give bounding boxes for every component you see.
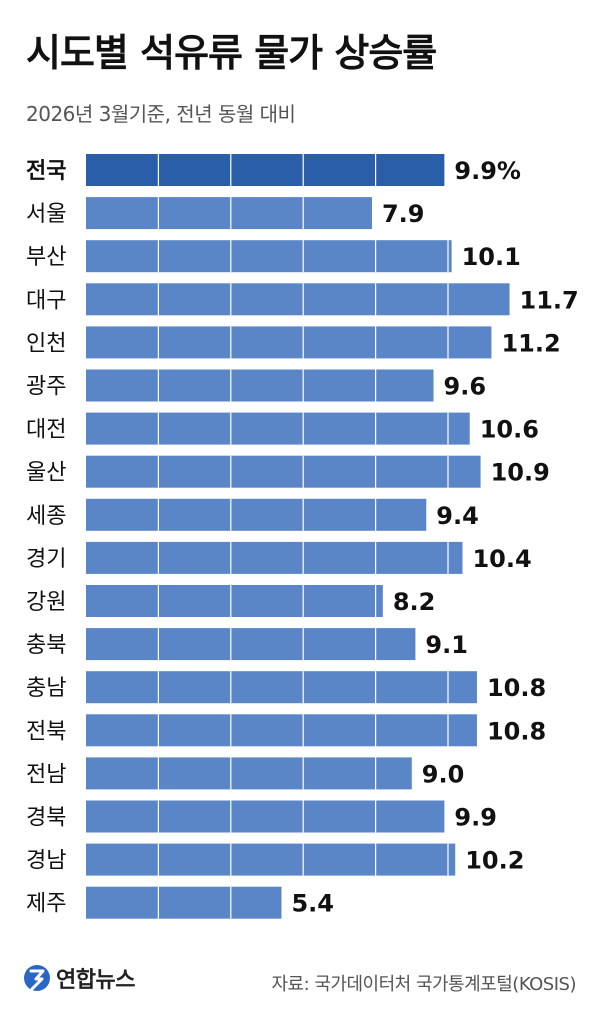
chart-subtitle: 2026년 3월기준, 전년 동월 대비 bbox=[26, 102, 296, 126]
value-label: 9.4 bbox=[436, 502, 479, 530]
bar-13 bbox=[86, 671, 477, 704]
value-label: 8.2 bbox=[393, 588, 436, 616]
bar-4 bbox=[86, 283, 510, 316]
category-label: 충남 bbox=[26, 676, 66, 701]
source-note: 자료: 국가데이터처 국가통계포털(KOSIS) bbox=[271, 974, 576, 995]
value-label: 9.6 bbox=[444, 373, 487, 401]
value-label: 10.8 bbox=[487, 674, 546, 702]
value-label: 9.9 bbox=[454, 804, 497, 832]
bar-17 bbox=[86, 843, 456, 876]
category-label: 강원 bbox=[26, 590, 66, 615]
value-label: 9.1 bbox=[425, 631, 468, 659]
category-label: 전국 bbox=[26, 159, 66, 184]
value-label: 10.9 bbox=[491, 459, 550, 487]
bar-2 bbox=[86, 197, 372, 230]
category-label: 전남 bbox=[26, 762, 66, 787]
bar-10 bbox=[86, 541, 463, 574]
bar-16 bbox=[86, 800, 445, 833]
category-label: 서울 bbox=[26, 202, 66, 227]
value-label: 11.7 bbox=[520, 286, 579, 314]
bar-14 bbox=[86, 714, 477, 747]
bar-5 bbox=[86, 326, 492, 359]
value-label: 7.9 bbox=[382, 200, 425, 228]
category-label: 인천 bbox=[26, 331, 66, 356]
value-label: 9.9% bbox=[454, 157, 521, 185]
category-label: 충북 bbox=[26, 633, 66, 658]
category-label: 경남 bbox=[26, 849, 66, 874]
bar-8 bbox=[86, 455, 481, 488]
category-label: 전북 bbox=[26, 719, 66, 744]
category-label: 광주 bbox=[26, 375, 66, 400]
logo-text: 연합뉴스 bbox=[56, 968, 135, 993]
bar-9 bbox=[86, 498, 427, 531]
category-label: 세종 bbox=[26, 504, 66, 529]
bar-3 bbox=[86, 240, 452, 273]
category-label: 제주 bbox=[26, 892, 66, 917]
bar-18 bbox=[86, 886, 282, 919]
bar-6 bbox=[86, 369, 434, 402]
category-label: 부산 bbox=[26, 245, 66, 270]
value-label: 10.1 bbox=[462, 243, 521, 271]
value-label: 10.6 bbox=[480, 416, 539, 444]
value-label: 10.2 bbox=[465, 847, 524, 875]
bar-12 bbox=[86, 628, 416, 661]
category-label: 대전 bbox=[26, 418, 66, 443]
logo: 연합뉴스 bbox=[22, 962, 135, 994]
category-label: 경기 bbox=[26, 547, 66, 572]
category-label: 경북 bbox=[26, 806, 66, 831]
value-label: 10.4 bbox=[472, 545, 531, 573]
chart-title: 시도별 석유류 물가 상승률 bbox=[26, 31, 437, 75]
bar-7 bbox=[86, 412, 470, 445]
yonhap-logo-icon bbox=[24, 965, 50, 991]
value-label: 10.8 bbox=[487, 717, 546, 745]
category-label: 울산 bbox=[26, 461, 66, 486]
value-label: 11.2 bbox=[501, 329, 560, 357]
value-label: 5.4 bbox=[291, 890, 334, 918]
bar-15 bbox=[86, 757, 412, 790]
value-label: 9.0 bbox=[422, 760, 465, 788]
category-label: 대구 bbox=[26, 288, 66, 313]
bar-1 bbox=[86, 154, 445, 186]
bar-11 bbox=[86, 585, 383, 617]
